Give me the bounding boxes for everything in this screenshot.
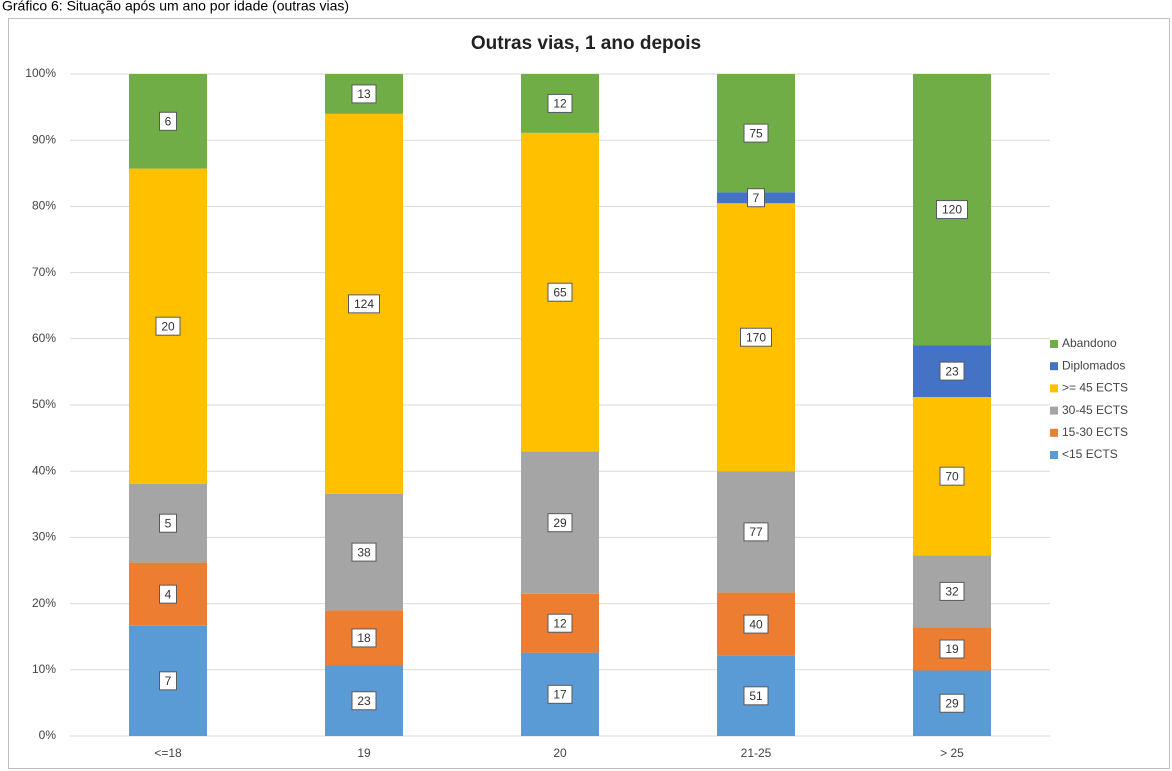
data-label-box: [743, 614, 769, 634]
y-tick-label: 50%: [32, 397, 56, 411]
data-label: 65: [553, 285, 567, 299]
x-tick-label: 19: [357, 746, 371, 760]
data-label: 70: [945, 469, 959, 483]
data-label-box: [547, 684, 573, 704]
data-label: 7: [753, 191, 760, 205]
caption: Gráfico 6: Situação após um ano por idad…: [2, 0, 349, 14]
data-label-box: [351, 628, 377, 648]
x-tick-label: <=18: [154, 746, 182, 760]
legend-label: <15 ECTS: [1062, 447, 1118, 461]
legend-swatch: [1050, 406, 1058, 415]
x-tick-label: 21-25: [741, 746, 772, 760]
y-tick-label: 20%: [32, 596, 56, 610]
data-label: 40: [749, 617, 763, 631]
data-label: 32: [945, 585, 959, 599]
data-label: 75: [749, 126, 763, 140]
data-label: 13: [357, 87, 371, 101]
y-tick-label: 100%: [25, 66, 56, 80]
legend-label: 15-30 ECTS: [1062, 425, 1128, 439]
x-tick-label: > 25: [940, 746, 964, 760]
data-label: 23: [357, 694, 371, 708]
y-tick-label: 80%: [32, 199, 56, 213]
y-tick-label: 30%: [32, 530, 56, 544]
legend-swatch: [1050, 428, 1058, 437]
legend-label: Abandono: [1062, 336, 1117, 350]
data-label-box: [547, 282, 573, 302]
data-label-box: [547, 613, 573, 633]
data-label: 20: [161, 319, 175, 333]
data-label: 124: [354, 297, 374, 311]
data-label-box: [351, 84, 377, 104]
data-label-box: [747, 188, 765, 208]
data-label: 23: [945, 364, 959, 378]
data-label-box: [939, 639, 965, 659]
data-label-box: [939, 361, 965, 381]
data-label: 38: [357, 545, 371, 559]
data-label-box: [939, 466, 965, 486]
data-label: 5: [165, 516, 172, 530]
y-tick-label: 70%: [32, 265, 56, 279]
legend-label: Diplomados: [1062, 358, 1125, 372]
y-tick-label: 90%: [32, 132, 56, 146]
data-label: 6: [165, 114, 172, 128]
data-label-box: [155, 316, 181, 336]
x-tick-label: 20: [553, 746, 567, 760]
data-label-box: [348, 294, 380, 314]
data-label: 17: [553, 687, 567, 701]
legend-label: >= 45 ECTS: [1062, 381, 1128, 395]
data-label-box: [939, 693, 965, 713]
y-tick-label: 0%: [39, 728, 57, 742]
legend-swatch: [1050, 362, 1058, 371]
data-label: 51: [749, 689, 763, 703]
legend-swatch: [1050, 384, 1058, 393]
data-label: 170: [746, 330, 766, 344]
y-tick-label: 60%: [32, 331, 56, 345]
data-label-box: [159, 584, 177, 604]
data-label: 18: [357, 631, 371, 645]
data-label-box: [547, 513, 573, 533]
data-label-box: [159, 111, 177, 131]
y-tick-label: 40%: [32, 463, 56, 477]
data-label-box: [159, 513, 177, 533]
data-label: 19: [945, 642, 959, 656]
data-label-box: [743, 686, 769, 706]
data-label: 120: [942, 203, 962, 217]
data-label: 29: [553, 516, 567, 530]
data-label-box: [351, 542, 377, 562]
data-label-box: [740, 327, 772, 347]
data-label-box: [159, 671, 177, 691]
legend-label: 30-45 ECTS: [1062, 403, 1128, 417]
data-label-box: [351, 691, 377, 711]
data-label: 7: [165, 674, 172, 688]
data-label: 4: [165, 587, 172, 601]
y-tick-label: 10%: [32, 662, 56, 676]
data-label-box: [936, 200, 968, 220]
data-label-box: [743, 123, 769, 143]
legend-swatch: [1050, 340, 1058, 348]
chart-title: Outras vias, 1 ano depois: [471, 33, 701, 54]
data-label: 77: [749, 525, 763, 539]
legend-swatch: [1050, 451, 1058, 459]
data-label-box: [547, 93, 573, 113]
data-label: 12: [553, 97, 567, 111]
data-label-box: [939, 581, 965, 601]
data-label-box: [743, 522, 769, 542]
data-label: 12: [553, 616, 567, 630]
data-label: 29: [945, 696, 959, 710]
